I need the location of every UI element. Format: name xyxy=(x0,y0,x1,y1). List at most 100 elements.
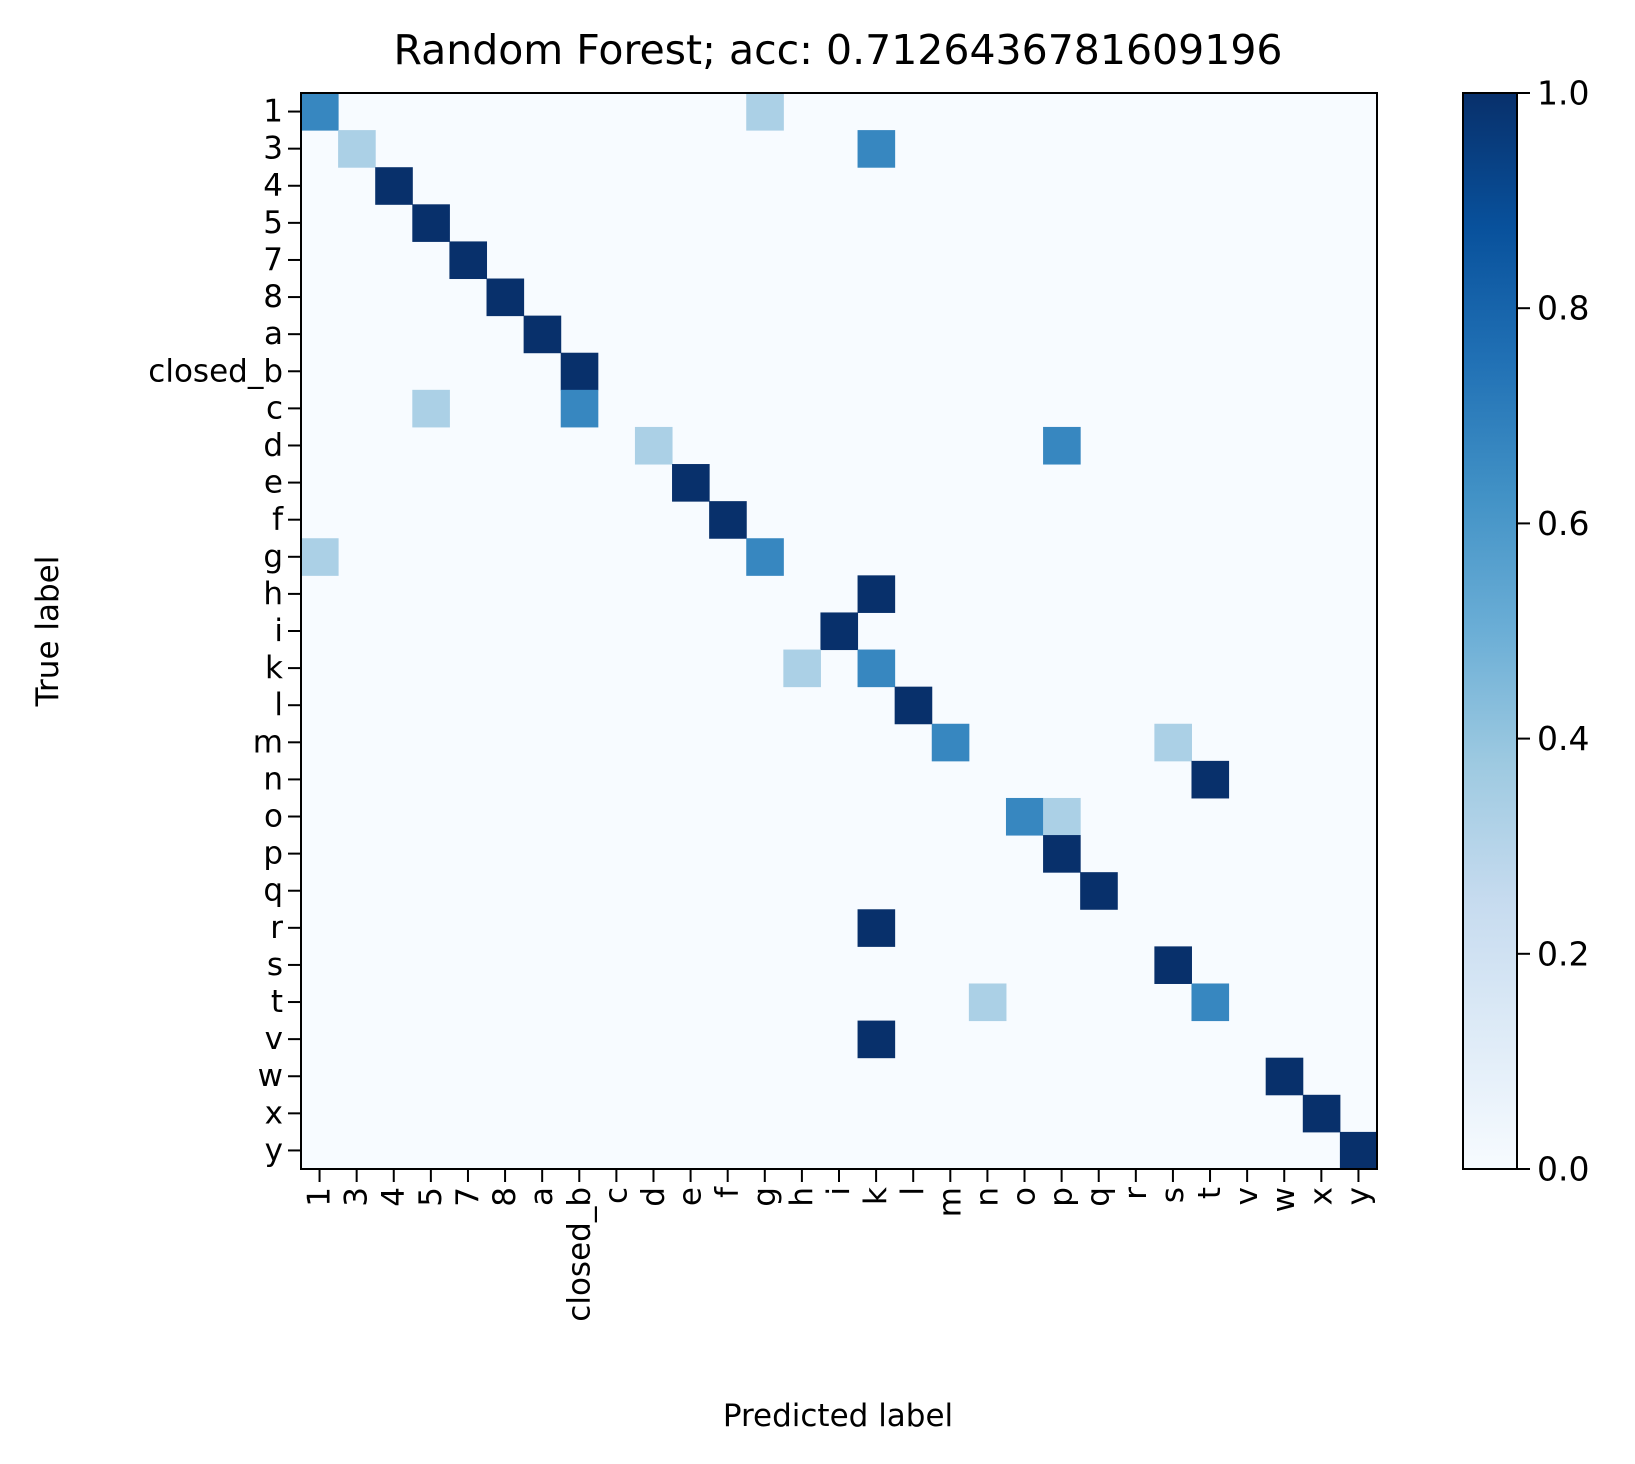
x-tick-label: s xyxy=(1155,1187,1191,1203)
x-tick-label: g xyxy=(747,1187,783,1207)
heatmap-cell xyxy=(746,93,784,131)
x-tick-label: t xyxy=(1192,1187,1228,1199)
y-tick-label: o xyxy=(264,799,283,835)
heatmap-cell xyxy=(523,315,562,354)
heatmap-cell xyxy=(634,426,673,465)
heatmap-cell xyxy=(301,538,339,576)
x-tick-label: y xyxy=(1340,1187,1376,1205)
y-tick-label: v xyxy=(265,1021,283,1057)
y-tick-label: y xyxy=(265,1132,283,1168)
y-tick-label: m xyxy=(253,724,283,760)
y-tick-label: l xyxy=(274,687,283,723)
x-tick-label: d xyxy=(635,1187,671,1207)
heatmap-cell xyxy=(931,723,970,762)
y-tick-label: c xyxy=(266,390,283,426)
heatmap-cell xyxy=(857,1020,896,1059)
colorbar-tick-label: 0.0 xyxy=(1537,1150,1589,1189)
x-tick-label: l xyxy=(895,1187,931,1196)
heatmap-cell xyxy=(1154,946,1192,984)
y-tick-label: 4 xyxy=(263,168,283,204)
x-tick-label: 5 xyxy=(413,1187,449,1207)
x-tick-label: 4 xyxy=(376,1187,412,1207)
heatmap-cell xyxy=(375,167,413,205)
y-tick-label: g xyxy=(263,539,283,575)
heatmap-cell xyxy=(1043,835,1081,873)
heatmap-cell xyxy=(412,389,450,428)
heatmap-cell xyxy=(486,278,525,317)
y-axis-label: True label xyxy=(30,556,66,708)
heatmap-cell xyxy=(1005,797,1044,836)
heatmap-cell xyxy=(1043,797,1081,836)
heatmap-cell xyxy=(449,241,488,280)
y-tick-label: 5 xyxy=(263,205,283,241)
y-tick-label: e xyxy=(264,465,283,501)
x-tick-label: f xyxy=(710,1186,746,1198)
x-axis-ticks: 1 3 4 5 7 8 a closed_b c d e f g h i k l m n o p q r s t v w x y xyxy=(302,1169,1376,1322)
y-tick-label: h xyxy=(263,576,283,612)
heatmap-cell xyxy=(412,204,450,242)
heatmap-cell xyxy=(1302,1094,1341,1133)
y-tick-label: i xyxy=(274,613,283,649)
colorbar-tick-label: 0.4 xyxy=(1537,719,1589,758)
x-tick-label: closed_b xyxy=(561,1187,597,1322)
y-tick-label: 3 xyxy=(263,131,283,167)
x-tick-label: r xyxy=(1118,1187,1154,1200)
y-tick-label: p xyxy=(263,836,283,872)
colorbar-gradient xyxy=(1462,92,1518,1170)
heatmap-cell xyxy=(1265,1057,1304,1096)
heatmap-cell xyxy=(1339,1131,1378,1170)
x-tick-label: 1 xyxy=(302,1187,338,1207)
y-tick-label: x xyxy=(265,1095,283,1131)
x-tick-label: o xyxy=(1007,1187,1043,1206)
heatmap-cell xyxy=(857,909,896,947)
heatmap-cell xyxy=(1191,760,1230,799)
x-tick-label: w xyxy=(1266,1187,1302,1212)
y-tick-label: w xyxy=(258,1058,283,1094)
y-tick-label: 8 xyxy=(263,279,283,315)
x-tick-label: n xyxy=(969,1187,1005,1207)
heatmap-cell xyxy=(709,501,747,539)
heatmap-plot-area xyxy=(300,92,1378,1170)
y-tick-label: r xyxy=(270,910,283,946)
y-tick-label: f xyxy=(272,502,284,538)
x-tick-label: c xyxy=(598,1187,634,1204)
y-tick-label: d xyxy=(263,427,283,463)
heatmap-cell xyxy=(894,686,933,725)
y-tick-label: k xyxy=(265,650,283,686)
chart-title: Random Forest; acc: 0.7126436781609196 xyxy=(394,26,1283,74)
y-tick-label: 1 xyxy=(263,94,283,130)
heatmap-cell xyxy=(301,93,339,131)
heatmap-cell xyxy=(968,983,1007,1022)
heatmap-cell xyxy=(672,464,710,502)
x-tick-label: e xyxy=(673,1187,709,1206)
y-tick-label: n xyxy=(263,761,283,797)
y-tick-label: a xyxy=(264,316,283,352)
heatmap-cell xyxy=(338,130,376,168)
x-tick-label: k xyxy=(858,1187,894,1205)
heatmap-cell xyxy=(560,389,599,428)
y-tick-label: s xyxy=(267,947,283,983)
x-tick-label: 7 xyxy=(450,1187,486,1207)
x-tick-label: m xyxy=(932,1187,968,1217)
heatmap-cell xyxy=(746,538,784,576)
x-tick-label: 3 xyxy=(339,1187,375,1207)
heatmap-cell xyxy=(820,612,859,651)
x-tick-label: h xyxy=(784,1187,820,1207)
colorbar-tick-label: 0.2 xyxy=(1537,934,1589,973)
x-tick-label: q xyxy=(1081,1187,1117,1207)
heatmap-cell xyxy=(857,130,896,168)
y-tick-label: q xyxy=(263,873,283,909)
heatmap-cell xyxy=(783,649,821,688)
x-tick-label: p xyxy=(1044,1187,1080,1207)
y-tick-label: t xyxy=(271,984,283,1020)
heatmap-cell xyxy=(1080,872,1118,910)
heatmap-cell xyxy=(1043,426,1081,465)
heatmap-cell xyxy=(1154,723,1192,762)
colorbar-tick-label: 0.6 xyxy=(1537,504,1589,543)
colorbar-tick-label: 0.8 xyxy=(1537,289,1589,328)
x-tick-label: 8 xyxy=(487,1187,523,1207)
x-tick-label: v xyxy=(1229,1187,1265,1205)
heatmap-cell xyxy=(1191,983,1230,1022)
